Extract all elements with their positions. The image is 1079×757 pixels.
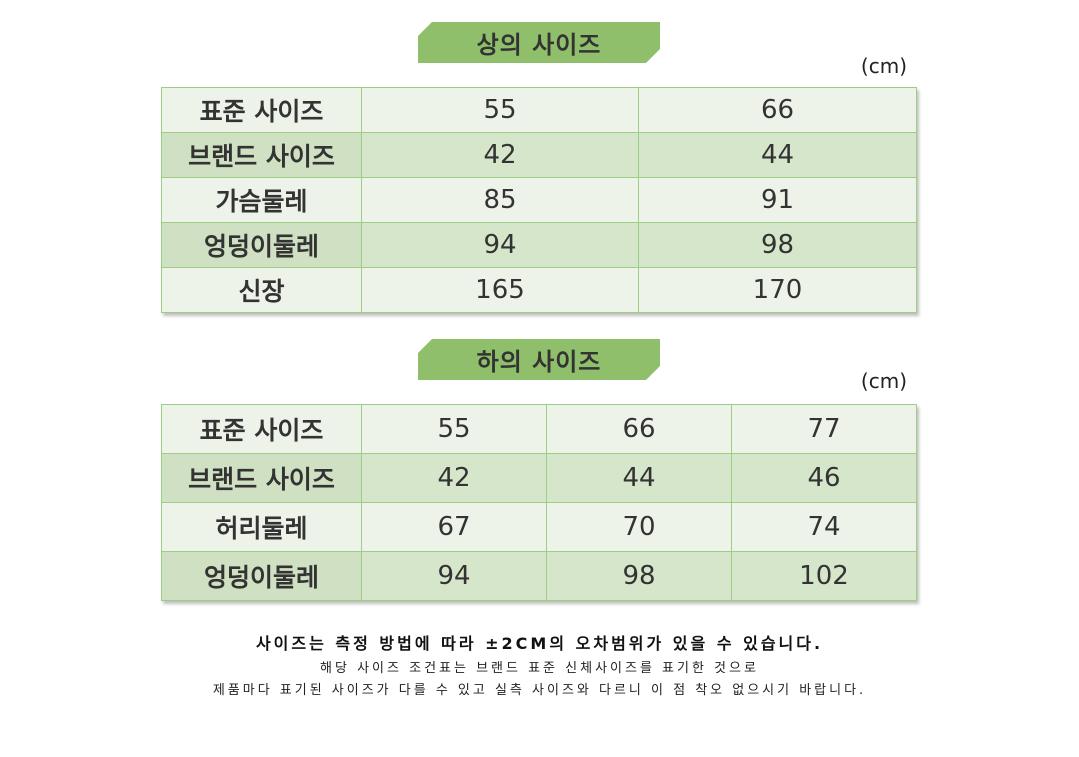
row-label: 표준 사이즈 [161,404,362,454]
table-row: 허리둘레 67 70 74 [161,502,917,552]
note-line-standard: 해당 사이즈 조건표는 브랜드 표준 신체사이즈를 표기한 것으로 [320,661,759,676]
row-label: 허리둘레 [161,502,362,552]
table-row: 표준 사이즈 55 66 [161,87,917,133]
top-size-title: 상의 사이즈 [418,22,660,63]
table-row: 엉덩이둘레 94 98 [161,222,917,268]
table-row: 브랜드 사이즈 42 44 46 [161,453,917,503]
table-cell: 165 [361,267,639,313]
bottom-size-title: 하의 사이즈 [418,339,660,380]
table-cell: 46 [731,453,917,503]
table-row: 신장 165 170 [161,267,917,313]
table-row: 브랜드 사이즈 42 44 [161,132,917,178]
table-cell: 44 [638,132,917,178]
table-cell: 42 [361,132,639,178]
bottom-unit-label: (cm) [860,369,907,393]
table-cell: 67 [361,502,547,552]
table-cell: 55 [361,87,639,133]
row-label: 브랜드 사이즈 [161,453,362,503]
table-row: 표준 사이즈 55 66 77 [161,404,917,454]
size-notes: 사이즈는 측정 방법에 따라 ±2CM의 오차범위가 있을 수 있습니다. 해당… [0,630,1079,698]
table-cell: 70 [546,502,732,552]
table-cell: 55 [361,404,547,454]
row-label: 엉덩이둘레 [161,551,362,601]
table-row: 가슴둘레 85 91 [161,177,917,223]
table-cell: 91 [638,177,917,223]
row-label: 표준 사이즈 [161,87,362,133]
table-cell: 66 [546,404,732,454]
table-cell: 98 [546,551,732,601]
table-cell: 44 [546,453,732,503]
note-line-disclaimer: 제품마다 표기된 사이즈가 다를 수 있고 실측 사이즈와 다르니 이 점 착오… [212,683,867,698]
row-label: 엉덩이둘레 [161,222,362,268]
table-cell: 85 [361,177,639,223]
bottom-size-table: 표준 사이즈 55 66 77 브랜드 사이즈 42 44 46 허리둘레 67… [161,404,917,601]
table-cell: 74 [731,502,917,552]
table-cell: 170 [638,267,917,313]
row-label: 가슴둘레 [161,177,362,223]
table-cell: 102 [731,551,917,601]
top-unit-label: (cm) [860,54,907,78]
table-row: 엉덩이둘레 94 98 102 [161,551,917,601]
top-size-table: 표준 사이즈 55 66 브랜드 사이즈 42 44 가슴둘레 85 91 엉덩… [161,87,917,313]
row-label: 신장 [161,267,362,313]
table-cell: 94 [361,222,639,268]
note-line-tolerance: 사이즈는 측정 방법에 따라 ±2CM의 오차범위가 있을 수 있습니다. [255,634,824,653]
table-cell: 98 [638,222,917,268]
table-cell: 94 [361,551,547,601]
table-cell: 66 [638,87,917,133]
table-cell: 77 [731,404,917,454]
table-cell: 42 [361,453,547,503]
row-label: 브랜드 사이즈 [161,132,362,178]
